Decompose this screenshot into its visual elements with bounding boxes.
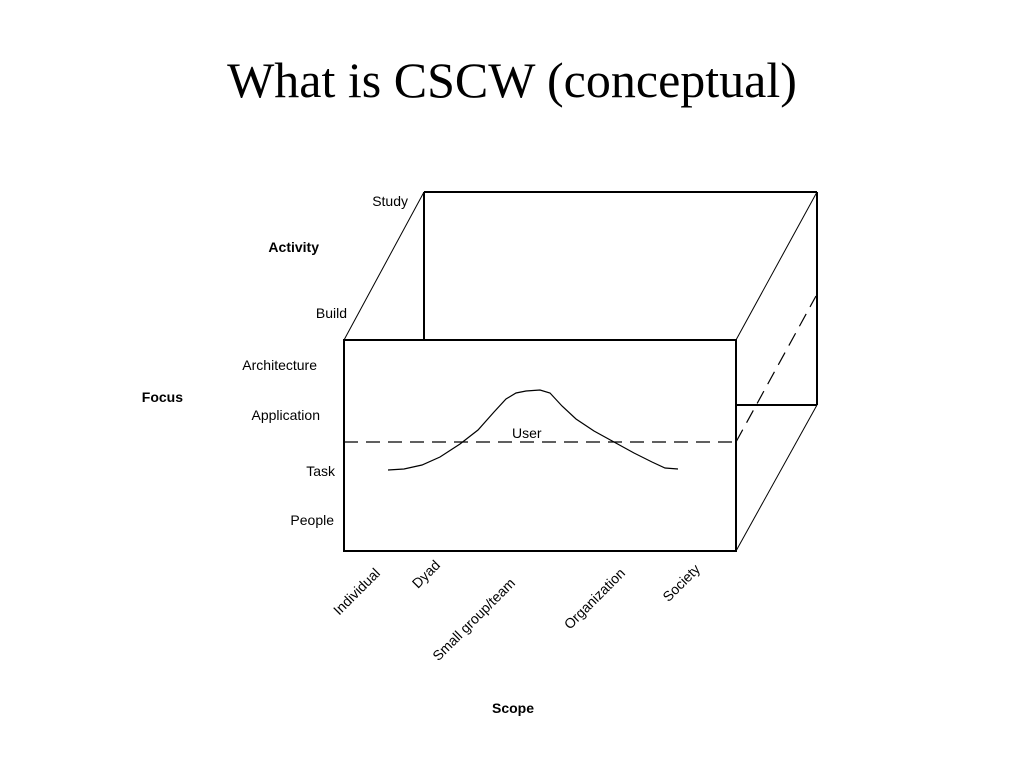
depth-edge-top-left xyxy=(343,191,425,341)
scope-level-individual: Individual xyxy=(330,565,383,618)
focus-level-people: People xyxy=(290,512,334,528)
user-plane-depth-line xyxy=(735,295,817,443)
activity-axis-title: Activity xyxy=(268,239,319,255)
scope-axis-title: Scope xyxy=(492,700,534,716)
focus-axis-title: Focus xyxy=(142,389,183,405)
depth-edge-top-right xyxy=(735,191,818,341)
scope-level-organization: Organization xyxy=(561,565,628,632)
focus-level-architecture: Architecture xyxy=(242,357,317,373)
focus-level-task: Task xyxy=(306,463,336,479)
scope-level-dyad: Dyad xyxy=(409,557,443,591)
scope-level-society: Society xyxy=(659,561,703,605)
activity-level-study: Study xyxy=(372,193,408,209)
user-bell-curve xyxy=(387,389,679,471)
focus-level-application: Application xyxy=(252,407,321,423)
curve-label-user: User xyxy=(512,425,542,441)
front-face xyxy=(343,339,737,552)
activity-level-build: Build xyxy=(316,305,347,321)
depth-edge-bottom-right xyxy=(735,404,818,552)
scope-level-small-group: Small group/team xyxy=(429,575,518,664)
slide-title: What is CSCW (conceptual) xyxy=(227,52,797,108)
